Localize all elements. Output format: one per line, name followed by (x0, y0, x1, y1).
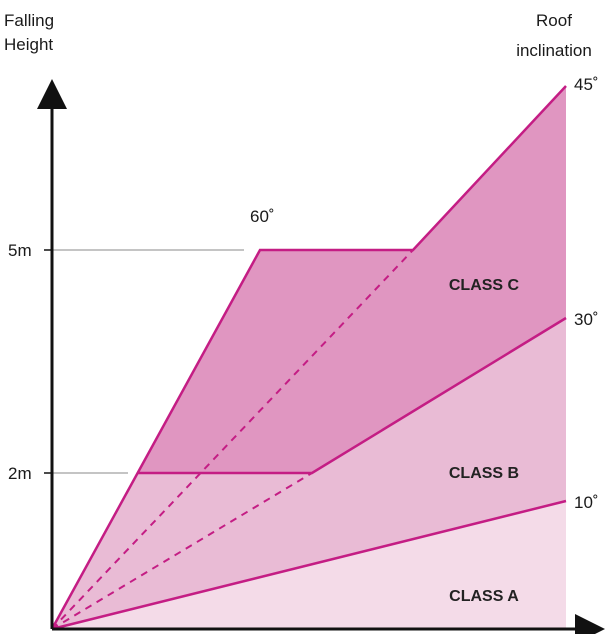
class-a-upper-boundary (51, 499, 567, 631)
right-title-line-2: inclination (516, 41, 592, 60)
class-b-upper-boundary (137, 316, 567, 475)
class-b-label: CLASS B (449, 465, 519, 482)
class-c-upper-boundary (50, 85, 567, 630)
angle-label-45: 45˚ (574, 75, 599, 94)
tick-label-2m: 2m (8, 464, 32, 483)
tick-label-5m: 5m (8, 241, 32, 260)
angle-label-10: 10˚ (574, 493, 599, 512)
dashed-line-60 (51, 249, 414, 630)
dashed-line-45 (51, 472, 313, 630)
angle-label-30: 30˚ (574, 310, 599, 329)
class-a-label: CLASS A (449, 588, 519, 605)
class-c-region (137, 86, 566, 473)
y-axis-title-line-1: Falling (4, 11, 54, 30)
class-c-label: CLASS C (449, 277, 520, 294)
angle-label-60: 60˚ (250, 207, 275, 226)
y-axis-title-line-2: Height (4, 35, 53, 54)
right-title-line-1: Roof (536, 11, 572, 30)
